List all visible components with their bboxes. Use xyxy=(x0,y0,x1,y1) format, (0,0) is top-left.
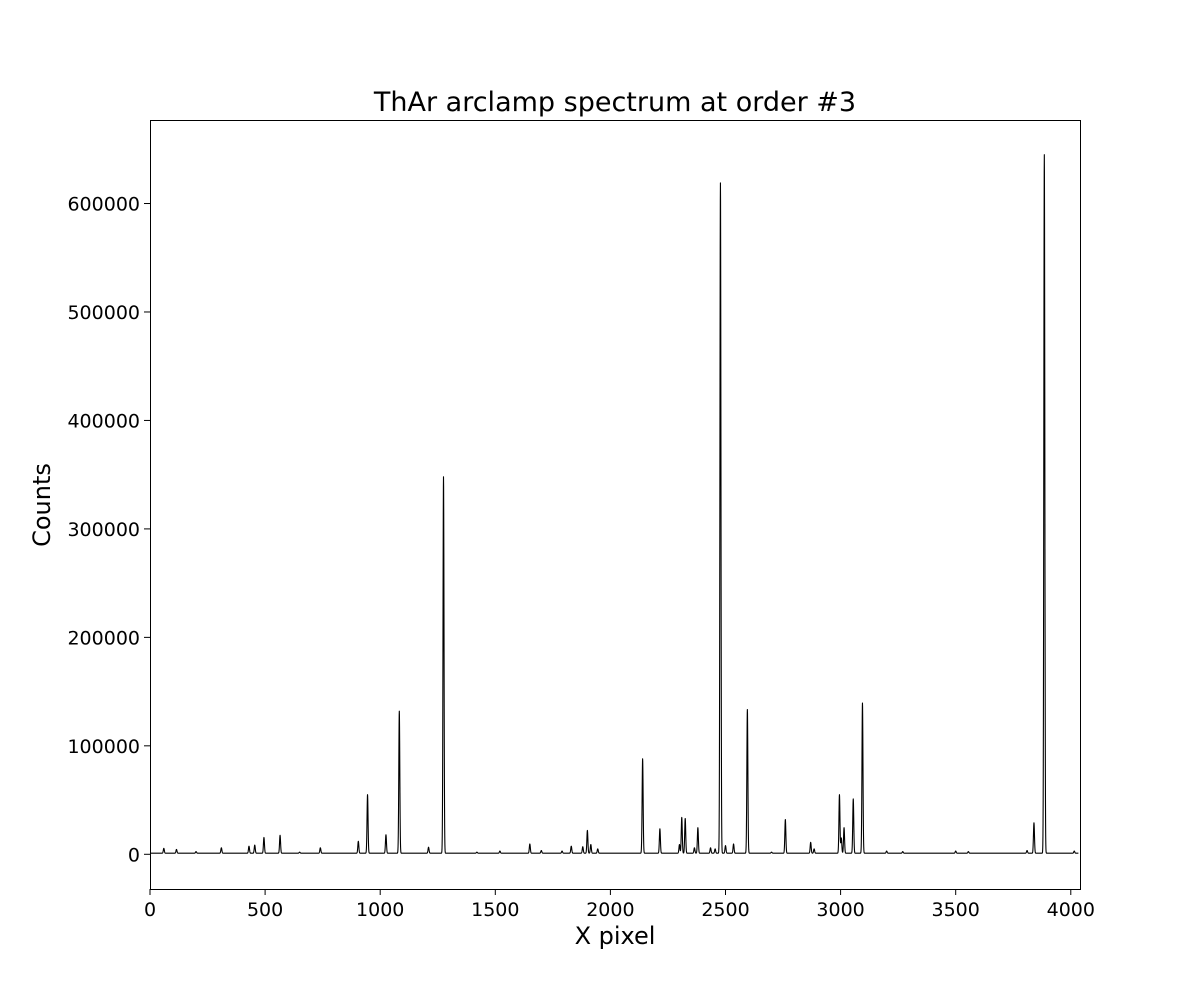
x-tick-label: 0 xyxy=(144,899,156,921)
x-tick-label: 1000 xyxy=(356,899,404,921)
x-tick-label: 2500 xyxy=(701,899,749,921)
chart-title: ThAr arclamp spectrum at order #3 xyxy=(373,87,856,118)
y-tick-label: 600000 xyxy=(67,194,140,216)
y-axis-ticks: 0 100000 200000 300000 400000 500000 600000 xyxy=(67,194,150,866)
plot-area-frame xyxy=(150,120,1081,890)
y-tick-label: 500000 xyxy=(67,302,140,324)
x-tick-label: 500 xyxy=(247,899,283,921)
x-tick-label: 4000 xyxy=(1047,899,1095,921)
y-tick-label: 400000 xyxy=(67,410,140,432)
y-tick-label: 300000 xyxy=(67,519,140,541)
x-tick-label: 1500 xyxy=(471,899,519,921)
y-axis-label: Counts xyxy=(28,463,56,547)
x-tick-label: 2000 xyxy=(586,899,634,921)
x-axis-label: X pixel xyxy=(575,922,656,950)
y-tick-label: 100000 xyxy=(67,736,140,758)
x-axis-ticks: 0 500 1000 1500 2000 2500 3000 3500 4000 xyxy=(144,889,1095,921)
x-tick-label: 3000 xyxy=(816,899,864,921)
y-tick-label: 0 xyxy=(128,844,140,866)
x-tick-label: 3500 xyxy=(932,899,980,921)
spectrum-line xyxy=(149,154,1079,854)
y-tick-label: 200000 xyxy=(67,627,140,649)
